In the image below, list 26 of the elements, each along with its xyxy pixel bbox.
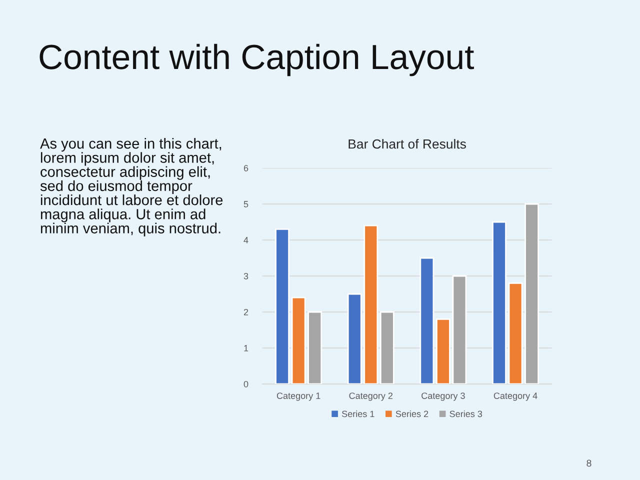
legend-label: Series 3 [450, 410, 482, 418]
bar [524, 203, 539, 384]
legend-label: Series 1 [342, 410, 374, 418]
bar [420, 257, 434, 384]
chart-title: Bar Chart of Results [348, 138, 466, 149]
x-tick-label: Category 2 [349, 392, 393, 401]
text: 8 [586, 460, 592, 467]
y-tick-label: 0 [244, 380, 248, 388]
x-tick-label: Category 1 [276, 392, 320, 401]
y-tick-label: 5 [244, 201, 248, 208]
bar [508, 282, 523, 384]
bar [380, 311, 394, 384]
bar [275, 228, 290, 384]
x-tick-label: Category 4 [494, 392, 538, 401]
y-tick-label: 6 [244, 164, 248, 172]
text: As you can see in this chart, lorem ipsum dolor sit amet, consectetur adipiscing elit, sed do eiusmod tempor incididunt ut labore et dolore magna aliqua. Ut enim ad minim veniam, quis nostrud. [40, 138, 223, 236]
text: Content with Caption Layout [40, 44, 474, 76]
y-tick-label: 2 [244, 308, 248, 316]
bar [452, 275, 467, 384]
y-tick-label: 1 [244, 345, 248, 352]
bar [492, 221, 506, 384]
legend-label: Series 2 [396, 410, 428, 418]
x-tick-label: Category 3 [422, 392, 465, 401]
bar [436, 318, 450, 384]
y-tick-label: 3 [244, 272, 248, 280]
y-tick-label: 4 [244, 237, 248, 244]
